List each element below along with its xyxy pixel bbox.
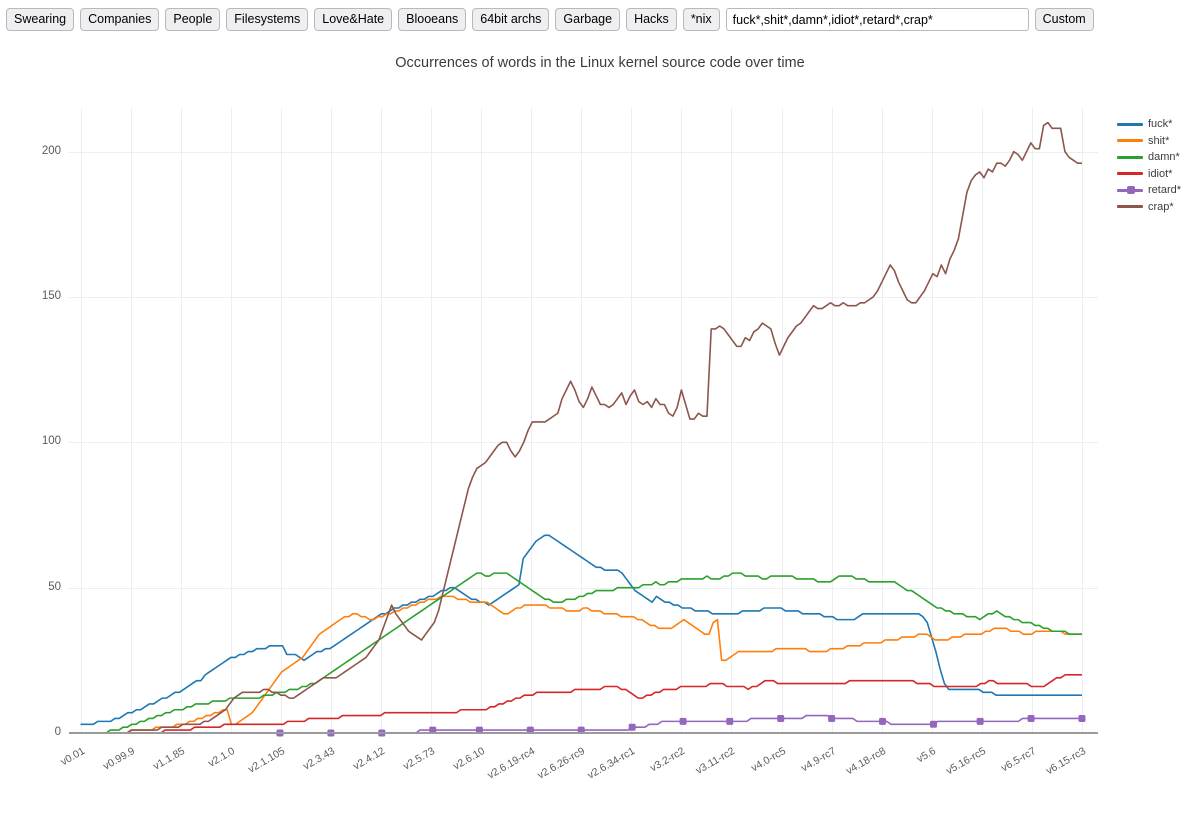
y-tick-label: 100 <box>41 435 61 448</box>
legend-item-shit[interactable]: shit* <box>1117 133 1199 150</box>
legend-item-idiot[interactable]: idiot* <box>1117 166 1199 183</box>
preset-toolbar: Swearing Companies People Filesystems Lo… <box>0 0 1200 34</box>
series-marker <box>475 726 483 734</box>
gridline-vertical <box>731 108 733 733</box>
y-tick-label: 0 <box>54 726 61 738</box>
legend-label: shit* <box>1148 134 1170 147</box>
custom-button[interactable]: Custom <box>1034 8 1094 31</box>
series-marker <box>1027 714 1035 722</box>
preset-button-companies[interactable]: Companies <box>80 8 160 31</box>
pattern-search-input[interactable] <box>725 8 1029 31</box>
series-marker <box>679 717 687 725</box>
chart-plot-area <box>69 108 1098 737</box>
legend-item-fuck[interactable]: fuck* <box>1117 116 1199 133</box>
gridline-vertical <box>280 108 282 733</box>
legend-item-crap[interactable]: crap* <box>1117 199 1199 216</box>
series-marker <box>726 717 734 725</box>
gridline-vertical <box>931 108 933 733</box>
preset-button-lovehate[interactable]: Love&Hate <box>314 8 393 31</box>
series-marker <box>526 726 534 734</box>
x-axis-spine <box>69 732 1098 734</box>
series-layer <box>80 121 1086 737</box>
series-line-crap <box>80 121 1082 734</box>
gridline-vertical <box>130 108 132 733</box>
chart-legend: fuck* shit* damn* idiot* retard* crap* <box>1117 116 1199 215</box>
series-marker <box>628 723 636 731</box>
gridline-vertical <box>781 108 783 733</box>
series-line-damn <box>80 572 1082 734</box>
preset-button-filesystems[interactable]: Filesystems <box>226 8 309 31</box>
preset-button-hacks[interactable]: Hacks <box>626 8 677 31</box>
preset-button-64bit-archs[interactable]: 64bit archs <box>472 8 550 31</box>
series-marker <box>777 714 785 722</box>
series-marker <box>1078 714 1086 722</box>
y-tick-label: 200 <box>41 144 61 157</box>
series-marker <box>929 720 937 728</box>
gridline-vertical <box>981 108 983 733</box>
gridline-horizontal <box>69 587 1098 589</box>
series-line-idiot <box>80 674 1082 734</box>
gridline-vertical <box>481 108 483 733</box>
gridline-vertical <box>80 108 82 733</box>
legend-color-swatch <box>1117 122 1143 126</box>
legend-label: damn* <box>1148 151 1180 164</box>
y-tick-label: 50 <box>48 580 61 593</box>
chart-title: Occurrences of words in the Linux kernel… <box>395 55 805 71</box>
series-line-shit <box>80 595 1082 734</box>
series-line-fuck <box>80 534 1082 726</box>
y-tick-label: 150 <box>41 289 61 302</box>
gridline-vertical <box>581 108 583 733</box>
gridline-vertical <box>1081 108 1083 733</box>
series-marker <box>828 714 836 722</box>
legend-label: idiot* <box>1148 167 1173 180</box>
series-marker <box>879 717 887 725</box>
gridline-vertical <box>380 108 382 733</box>
gridline-vertical <box>631 108 633 733</box>
legend-label: retard* <box>1148 184 1182 197</box>
gridline-vertical <box>531 108 533 733</box>
gridline-vertical <box>230 108 232 733</box>
gridline-vertical <box>681 108 683 733</box>
legend-item-damn[interactable]: damn* <box>1117 149 1199 166</box>
gridline-vertical <box>1031 108 1033 733</box>
legend-color-swatch <box>1117 172 1143 176</box>
gridline-vertical <box>881 108 883 733</box>
gridline-horizontal <box>69 151 1098 153</box>
preset-button-swearing[interactable]: Swearing <box>6 8 75 31</box>
series-marker <box>577 726 585 734</box>
legend-color-swatch <box>1117 155 1143 159</box>
gridline-vertical <box>431 108 433 733</box>
legend-color-swatch <box>1117 139 1143 143</box>
legend-color-swatch <box>1117 186 1143 195</box>
series-marker <box>429 726 437 734</box>
preset-button-people[interactable]: People <box>165 8 221 31</box>
legend-label: fuck* <box>1148 118 1173 131</box>
legend-item-retard[interactable]: retard* <box>1117 182 1199 199</box>
gridline-horizontal <box>69 296 1098 298</box>
legend-label: crap* <box>1148 200 1174 213</box>
gridline-vertical <box>180 108 182 733</box>
gridline-horizontal <box>69 442 1098 444</box>
gridline-vertical <box>330 108 332 733</box>
legend-color-swatch <box>1117 205 1143 209</box>
preset-button-nix[interactable]: *nix <box>682 8 720 31</box>
preset-button-garbage[interactable]: Garbage <box>555 8 621 31</box>
preset-button-blooeans[interactable]: Blooeans <box>398 8 467 31</box>
gridline-vertical <box>831 108 833 733</box>
series-marker <box>976 717 984 725</box>
